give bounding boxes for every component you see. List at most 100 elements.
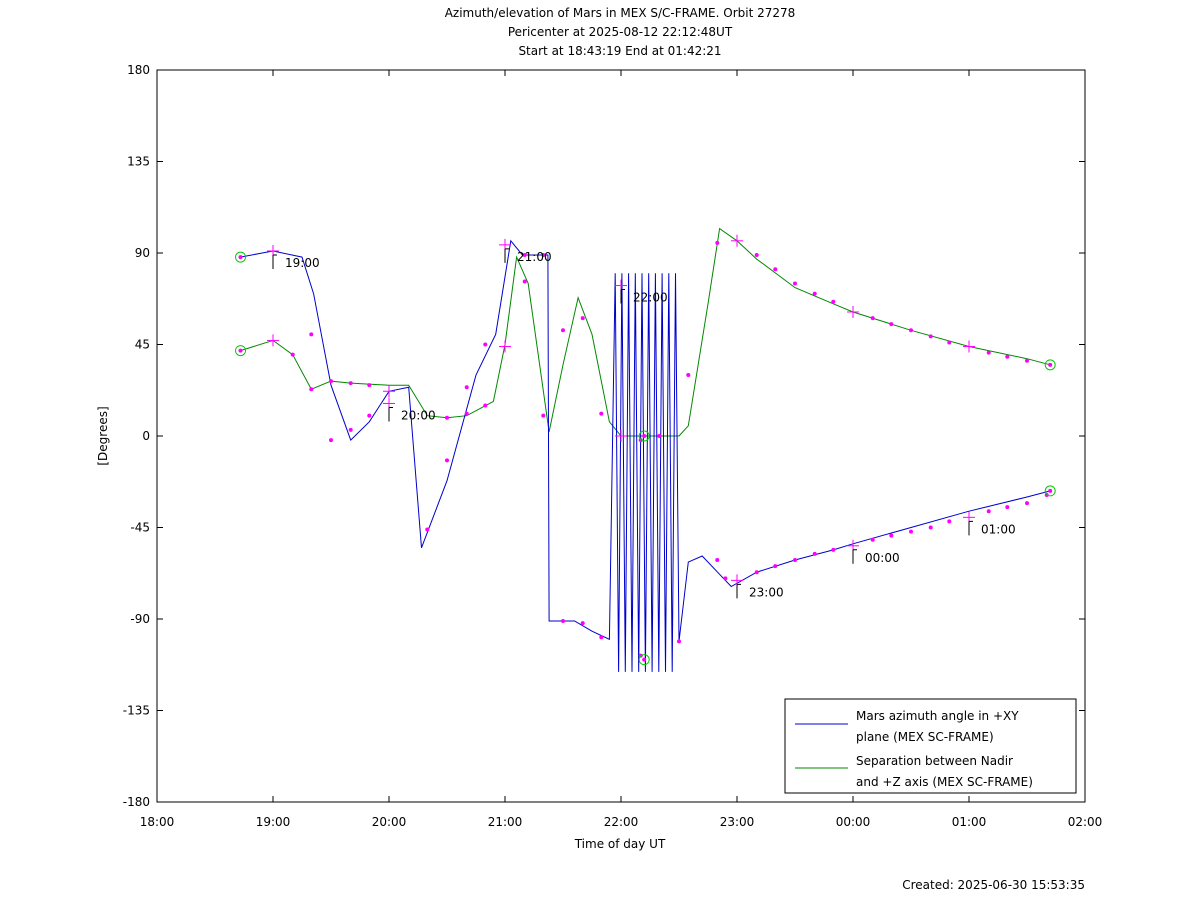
marker-dot — [599, 411, 604, 416]
y-axis: 180 135 90 45 0 -45 -90 -135 -180 — [123, 63, 1085, 809]
created-timestamp: Created: 2025-06-30 15:53:35 — [902, 878, 1085, 892]
x-tick-label: 18:00 — [140, 815, 175, 829]
time-annotation-hook — [852, 549, 857, 564]
marker-dot — [754, 253, 759, 258]
series-line-azimuth — [240, 239, 1051, 672]
marker-dot — [348, 427, 353, 432]
legend-label-separation-line2: and +Z axis (MEX SC-FRAME) — [856, 775, 1033, 789]
time-annotation-label: 00:00 — [865, 551, 900, 565]
marker-dot — [831, 299, 836, 304]
time-annotation-label: 20:00 — [401, 408, 436, 422]
marker-dot — [715, 240, 720, 245]
marker-dot — [1005, 354, 1010, 359]
marker-dot — [793, 281, 797, 286]
y-tick-label: 0 — [142, 429, 150, 443]
marker-circle — [638, 654, 650, 666]
marker-circle — [1044, 359, 1056, 371]
marker-dot — [1025, 358, 1029, 363]
marker-dot — [367, 413, 372, 418]
marker-dot — [599, 635, 604, 640]
marker-dot — [464, 385, 469, 390]
marker-dot — [541, 253, 546, 258]
marker-dot — [986, 509, 991, 514]
marker-circle-center — [1048, 362, 1053, 367]
marker-dot — [870, 316, 875, 321]
marker-dot — [445, 458, 449, 463]
marker-dot — [561, 328, 565, 333]
marker-dot — [686, 373, 691, 377]
y-tick-label: 135 — [127, 155, 150, 169]
marker-dot — [522, 279, 527, 284]
marker-circle — [235, 345, 247, 357]
marker-dot — [928, 525, 933, 530]
x-tick-label: 21:00 — [488, 815, 523, 829]
x-tick-label: 00:00 — [836, 815, 871, 829]
marker-circle — [235, 251, 247, 263]
time-annotation-label: 19:00 — [285, 256, 320, 270]
time-annotation-label: 21:00 — [517, 250, 552, 264]
y-tick-label: -135 — [123, 704, 150, 718]
marker-dot — [329, 438, 333, 443]
x-tick-label: 01:00 — [952, 815, 987, 829]
marker-dot — [773, 564, 778, 569]
marker-dot — [909, 529, 913, 534]
time-annotation-hook — [736, 583, 741, 599]
marker-dot — [329, 379, 333, 384]
marker-dot — [445, 415, 449, 420]
marker-dot — [483, 342, 488, 347]
y-axis-label: [Degrees] — [96, 406, 110, 465]
time-annotation-hook — [620, 289, 625, 304]
marker-circle-center — [238, 348, 243, 353]
marker-dot — [715, 558, 720, 563]
marker-dot — [986, 350, 991, 355]
time-annotation-hook — [968, 520, 973, 536]
marker-dot — [793, 558, 797, 563]
marker-dot — [425, 527, 430, 532]
marker-circle-center — [642, 434, 647, 438]
marker-dot — [677, 639, 681, 644]
marker-dot — [561, 619, 565, 624]
x-tick-label: 20:00 — [372, 815, 407, 829]
marker-dot — [889, 322, 894, 327]
marker-circle-center — [1048, 488, 1053, 493]
marker-circle-center — [642, 657, 647, 662]
marker-dot — [522, 253, 527, 258]
marker-dot — [367, 383, 372, 388]
time-annotation-hook — [388, 406, 393, 422]
x-axis: 18:00 19:00 20:00 21:00 22:00 23:00 00:00 01:00… — [140, 70, 1103, 829]
marker-dot — [812, 291, 817, 296]
marker-dot — [290, 352, 295, 357]
marker-dot — [1025, 501, 1029, 506]
time-annotation-hook — [272, 254, 277, 269]
marker-dot — [348, 381, 353, 386]
marker-dot — [773, 267, 778, 272]
x-tick-label: 19:00 — [256, 815, 291, 829]
marker-circle-center — [238, 255, 243, 260]
marker-dot — [909, 328, 913, 333]
legend-label-azimuth-line1: Mars azimuth angle in +XY — [856, 709, 1019, 723]
x-tick-label: 23:00 — [720, 815, 755, 829]
y-tick-label: -45 — [130, 521, 150, 535]
marker-dot — [657, 434, 662, 438]
y-tick-label: 180 — [127, 63, 150, 77]
marker-dot — [831, 547, 836, 552]
time-annotation-label: 22:00 — [633, 291, 668, 305]
marker-dot — [580, 316, 585, 321]
time-annotation-label: 01:00 — [981, 522, 1016, 536]
y-tick-label: -180 — [123, 795, 150, 809]
marker-layer — [235, 234, 1056, 666]
x-tick-label: 02:00 — [1068, 815, 1103, 829]
y-tick-label: -90 — [130, 612, 150, 626]
marker-dot — [928, 334, 933, 339]
legend-label-azimuth-line2: plane (MEX SC-FRAME) — [856, 730, 994, 744]
chart-subtitle-pericenter: Pericenter at 2025-08-12 22:12:48UT — [508, 25, 733, 39]
chart-subtitle-start-end: Start at 18:43:19 End at 01:42:21 — [518, 44, 721, 58]
marker-dot — [464, 411, 469, 416]
marker-dot — [541, 413, 546, 418]
time-annotation-label: 23:00 — [749, 585, 784, 599]
marker-dot — [889, 533, 894, 538]
marker-dot — [870, 537, 875, 542]
marker-dot — [723, 576, 728, 581]
x-axis-label: Time of day UT — [574, 837, 666, 851]
